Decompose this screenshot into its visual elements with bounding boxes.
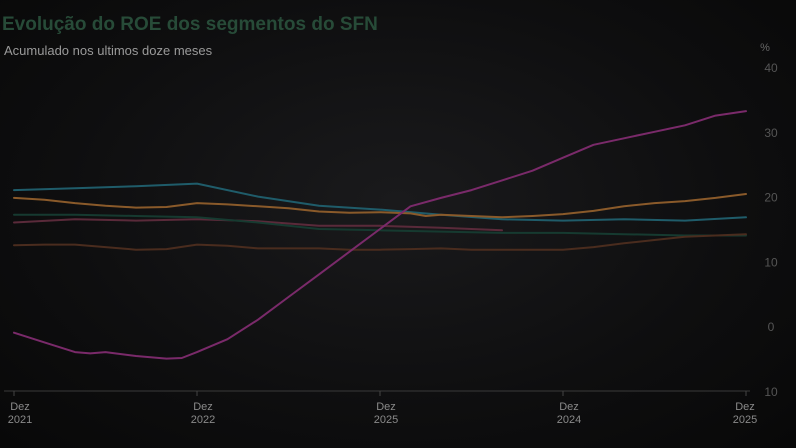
series-line-4 (13, 233, 747, 251)
x-tick-label-1-month: Dez (193, 401, 213, 413)
y-tick-label-4: 0 (768, 320, 775, 334)
y-tick-label-0: 40 (764, 61, 778, 75)
y-axis-ticks: 40 30 20 10 0 10 (764, 61, 778, 399)
series-line-1 (13, 193, 747, 219)
x-tick-label-3-month: Dez (559, 401, 579, 413)
y-tick-label-5: 10 (764, 385, 778, 399)
series-line-3 (13, 213, 747, 237)
x-tick-label-0-year: 2021 (8, 414, 32, 426)
x-tick-label-1-year: 2022 (191, 414, 215, 426)
y-tick-label-2: 20 (764, 191, 778, 205)
x-tick-label-3-year: 2024 (557, 414, 581, 426)
x-tick-label-2-month: Dez (376, 401, 396, 413)
x-tick-label-0-month: Dez (10, 401, 30, 413)
series-line-0 (13, 182, 747, 222)
series-line-5 (13, 110, 747, 360)
series-line-2 (13, 218, 503, 232)
x-tick-label-4-year: 2025 (733, 414, 757, 426)
y-tick-label-3: 10 (764, 255, 778, 269)
x-tick-label-4-month: Dez (735, 401, 755, 413)
x-tick-label-2-year: 2025 (374, 414, 398, 426)
chart-title: Evolução do ROE dos segmentos do SFN (2, 14, 378, 35)
y-axis-unit: % (760, 42, 770, 54)
y-tick-label-1: 30 (764, 126, 778, 140)
series-lines (13, 110, 747, 360)
chart-subtitle: Acumulado nos ultimos doze meses (4, 43, 213, 58)
